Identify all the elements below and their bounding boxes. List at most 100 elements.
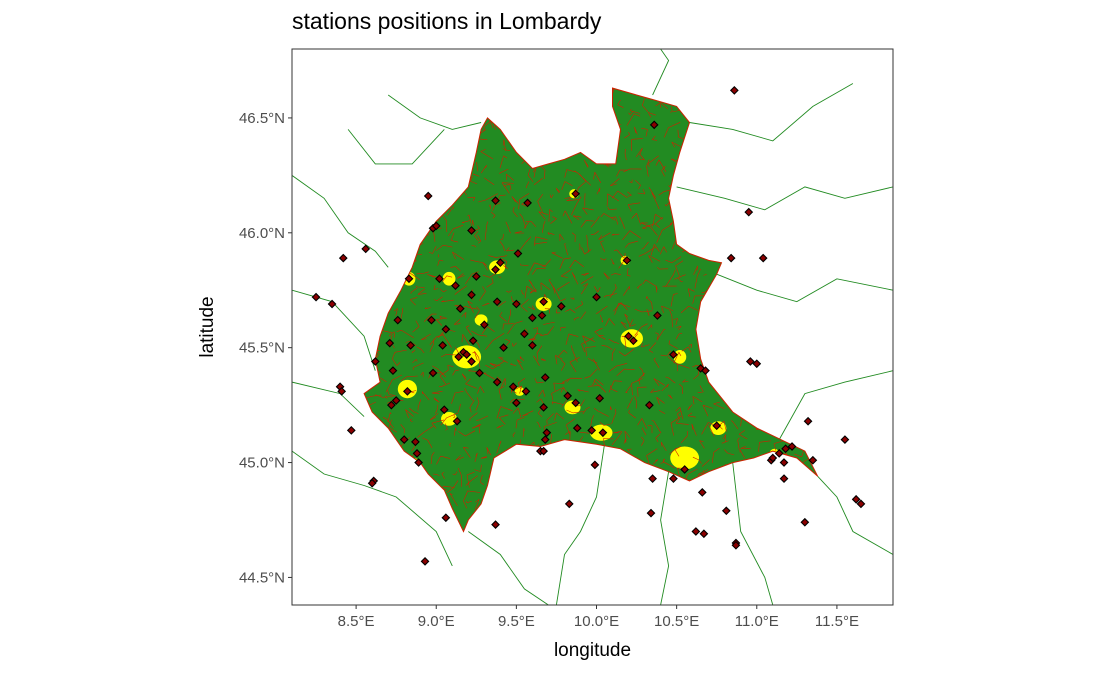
station-marker bbox=[406, 341, 415, 350]
station-marker bbox=[391, 396, 401, 405]
y-tick-label: 46.5°N bbox=[239, 110, 285, 127]
y-tick-label: 44.5°N bbox=[239, 569, 285, 586]
x-axis-title: longitude bbox=[553, 640, 632, 661]
x-tick-label: 9.5°E bbox=[498, 613, 535, 630]
station-marker bbox=[399, 435, 409, 444]
station-marker bbox=[540, 373, 550, 382]
station-marker bbox=[337, 386, 347, 396]
station-marker bbox=[492, 297, 502, 307]
y-tick-label: 45.0°N bbox=[239, 455, 285, 472]
neighbor-border-line bbox=[292, 175, 389, 268]
station-marker bbox=[539, 297, 548, 307]
neighbor-border-line bbox=[292, 289, 376, 371]
station-marker bbox=[511, 299, 521, 309]
station-marker bbox=[564, 499, 574, 509]
station-marker bbox=[752, 359, 762, 369]
station-marker bbox=[475, 368, 484, 378]
station-marker bbox=[571, 189, 581, 199]
station-marker bbox=[451, 281, 460, 291]
station-marker bbox=[744, 207, 754, 217]
station-marker bbox=[412, 448, 422, 458]
station-marker bbox=[528, 313, 537, 323]
neighbor-border-line bbox=[468, 531, 549, 605]
station-marker bbox=[787, 442, 797, 451]
station-marker bbox=[646, 508, 656, 518]
station-marker bbox=[587, 426, 597, 435]
station-marker bbox=[628, 336, 638, 346]
neighbor-border-line bbox=[387, 94, 482, 130]
station-marker bbox=[471, 272, 481, 281]
station-marker bbox=[691, 527, 701, 536]
urban-area bbox=[514, 386, 525, 396]
station-marker bbox=[726, 253, 736, 263]
station-marker bbox=[521, 386, 531, 396]
station-marker bbox=[403, 386, 412, 396]
x-tick-label: 11.5°E bbox=[815, 613, 859, 630]
station-marker bbox=[370, 357, 380, 366]
map-panel-border bbox=[291, 48, 894, 606]
station-marker bbox=[414, 458, 423, 467]
station-marker bbox=[491, 265, 500, 274]
station-marker bbox=[622, 255, 632, 265]
station-marker bbox=[563, 391, 573, 401]
station-marker bbox=[468, 336, 478, 346]
station-marker bbox=[669, 350, 678, 359]
y-tick-label: 45.5°N bbox=[239, 340, 285, 357]
neighbor-border-line bbox=[817, 475, 893, 555]
station-marker bbox=[311, 292, 321, 302]
station-marker bbox=[590, 460, 600, 470]
station-marker bbox=[467, 290, 476, 300]
station-marker bbox=[803, 416, 813, 426]
station-marker bbox=[441, 324, 451, 334]
station-marker bbox=[511, 398, 521, 408]
station-marker bbox=[462, 350, 472, 359]
station-marker bbox=[423, 191, 433, 201]
station-marker bbox=[385, 338, 395, 348]
station-marker bbox=[598, 428, 608, 438]
lombardy-region bbox=[363, 87, 819, 533]
station-marker bbox=[840, 435, 850, 444]
y-axis: 44.5°N 45.0°N 45.5°N 46.0°N 46.5°N bbox=[239, 110, 292, 586]
station-marker bbox=[537, 311, 547, 320]
station-marker bbox=[645, 400, 654, 410]
station-marker bbox=[528, 341, 537, 350]
neighbor-border-line bbox=[732, 462, 774, 605]
station-marker bbox=[731, 540, 741, 550]
lombardy-region-fill bbox=[364, 88, 818, 532]
station-marker bbox=[455, 304, 465, 313]
neighbor-border-line bbox=[652, 49, 670, 96]
station-marker bbox=[729, 85, 739, 95]
station-marker bbox=[438, 341, 448, 350]
station-marker bbox=[454, 352, 464, 362]
station-marker bbox=[491, 520, 500, 529]
station-marker bbox=[781, 444, 790, 454]
station-marker bbox=[540, 435, 550, 444]
station-marker bbox=[572, 423, 582, 433]
station-marker bbox=[499, 343, 508, 353]
station-marker bbox=[467, 357, 476, 366]
station-marker bbox=[648, 474, 657, 484]
station-marker bbox=[696, 363, 706, 373]
station-marker bbox=[697, 488, 707, 497]
station-marker bbox=[435, 274, 444, 284]
station-marker bbox=[669, 474, 678, 484]
lombardy-outline bbox=[363, 87, 819, 533]
station-marker bbox=[699, 529, 709, 539]
neighbor-border-line bbox=[292, 450, 453, 567]
station-marker bbox=[386, 400, 396, 410]
neighbor-border-line bbox=[347, 129, 445, 165]
station-marker bbox=[492, 377, 502, 387]
x-tick-label: 10.5°E bbox=[654, 613, 699, 630]
station-marker bbox=[712, 421, 722, 431]
neighbor-border-line bbox=[772, 370, 893, 452]
station-marker bbox=[624, 331, 633, 341]
y-tick-label: 46.0°N bbox=[239, 225, 285, 242]
station-marker bbox=[539, 446, 548, 456]
station-marker bbox=[427, 315, 436, 325]
station-marker bbox=[800, 517, 810, 527]
station-marker bbox=[338, 253, 348, 263]
station-marker bbox=[649, 120, 659, 130]
neighbor-border-line bbox=[555, 444, 605, 605]
station-marker bbox=[808, 455, 818, 465]
